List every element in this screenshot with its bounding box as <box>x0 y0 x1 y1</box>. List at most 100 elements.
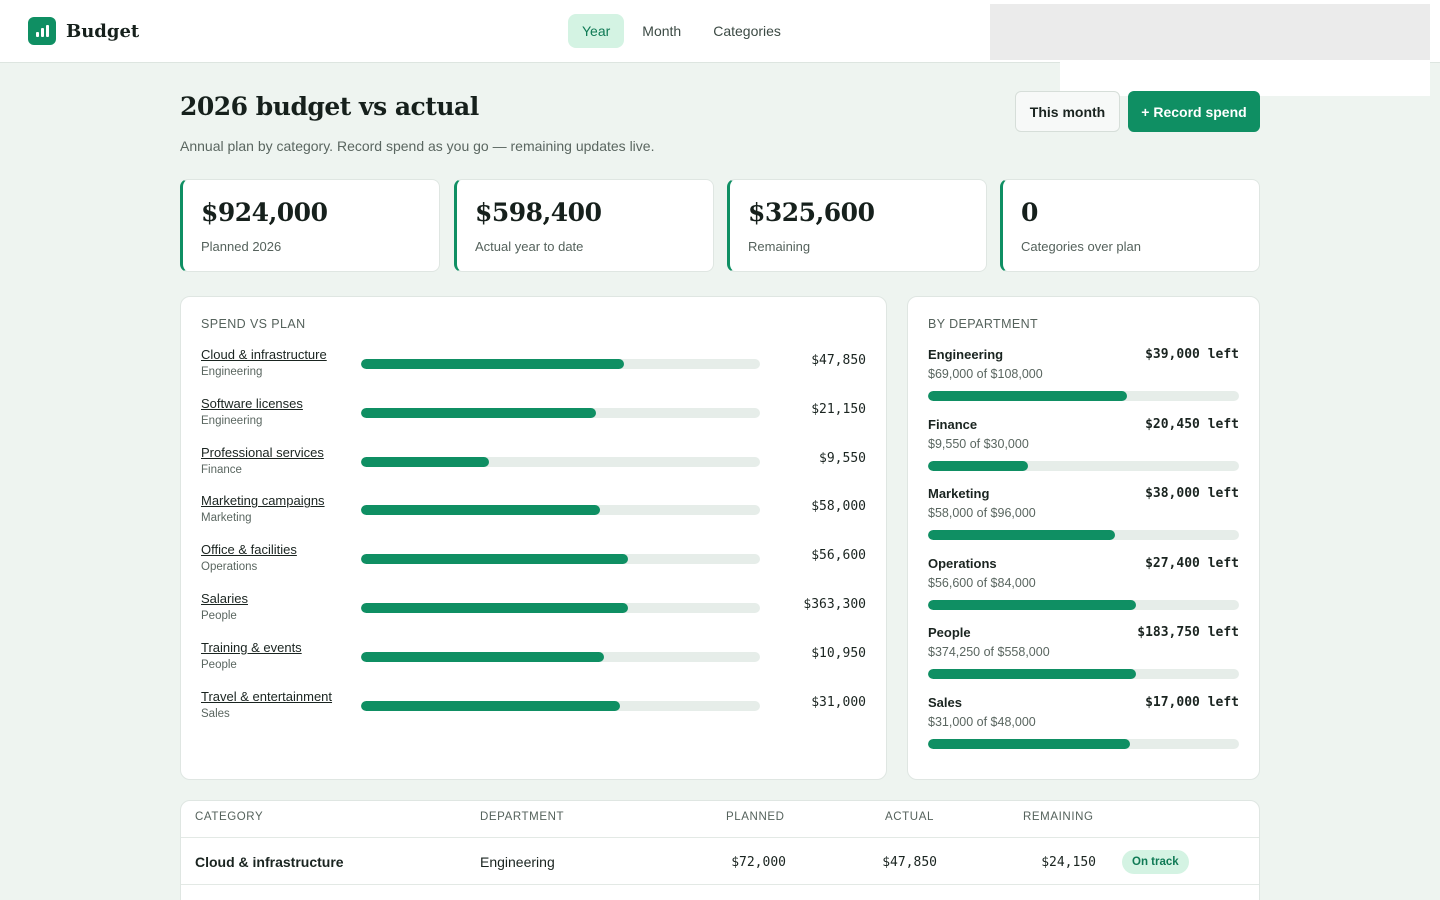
spend-bar-fill <box>361 505 601 516</box>
column-header-category[interactable]: CATEGORY <box>195 811 264 823</box>
department-row: Engineering $39,000 left $69,000 of $108,0… <box>928 347 1239 407</box>
kpi-label: Remaining <box>748 239 811 254</box>
spend-department: Engineering <box>201 414 263 427</box>
this-month-button[interactable]: This month <box>1015 91 1120 132</box>
spend-row: Marketing campaigns Marketing $58,000 <box>201 493 866 533</box>
department-name: Operations <box>928 555 997 571</box>
cell-actual: $47,850 <box>882 855 937 870</box>
kpi-label: Planned 2026 <box>201 239 282 254</box>
spend-amount: $56,600 <box>811 548 866 564</box>
spend-bar-track <box>361 407 760 418</box>
budget-table: CATEGORY DEPARTMENT PLANNED ACTUAL REMAI… <box>180 800 1260 900</box>
spend-category-link[interactable]: Travel & entertainment <box>201 688 333 704</box>
department-remaining: $27,400 left <box>1145 555 1239 571</box>
cell-planned: $72,000 <box>731 855 786 870</box>
column-header-remaining[interactable]: REMAINING <box>1023 811 1094 823</box>
department-bar-fill <box>928 391 1128 401</box>
department-row: People $183,750 left $374,250 of $558,000 <box>928 625 1239 685</box>
bar-chart-icon <box>28 17 56 45</box>
spend-department: People <box>201 610 237 622</box>
spend-category-link[interactable]: Marketing campaigns <box>201 493 325 509</box>
record-spend-button[interactable]: + Record spend <box>1128 91 1260 132</box>
department-bar-fill <box>928 530 1115 541</box>
spend-department: People <box>201 658 237 671</box>
spend-bar-track <box>361 554 760 565</box>
column-header-actual[interactable]: ACTUAL <box>885 811 934 823</box>
spend-category-link[interactable]: Cloud & infrastructure <box>201 347 327 362</box>
department-bar-fill <box>928 669 1137 680</box>
brand[interactable]: Budget <box>28 17 139 45</box>
spend-category-link[interactable]: Training & events <box>201 639 302 655</box>
department-row: Sales $17,000 left $31,000 of $48,000 <box>928 695 1239 755</box>
kpi-remaining: $325,600 Remaining <box>727 179 987 272</box>
table-row[interactable]: Cloud & infrastructure Engineering $72,000… <box>181 838 1259 885</box>
spend-bar-fill <box>361 651 605 662</box>
panel-title: BY DEPARTMENT <box>928 317 1039 331</box>
spend-row: Travel & entertainment Sales $31,000 <box>201 689 866 729</box>
spend-amount: $363,300 <box>803 597 866 612</box>
department-name: People <box>928 625 971 641</box>
department-bar-fill <box>928 739 1131 749</box>
cell-category: Cloud & infrastructure <box>195 854 344 870</box>
department-remaining: $39,000 left <box>1145 347 1239 362</box>
spend-row: Salaries People $363,300 <box>201 591 866 631</box>
department-remaining: $183,750 left <box>1137 625 1239 641</box>
department-row: Marketing $38,000 left $58,000 of $96,000 <box>928 486 1239 546</box>
department-bar-fill <box>928 460 1028 471</box>
department-bar-track <box>928 599 1239 610</box>
department-bar-track <box>928 739 1239 749</box>
spend-amount: $21,150 <box>811 401 866 417</box>
column-header-planned[interactable]: PLANNED <box>726 811 785 823</box>
spend-row: Training & events People $10,950 <box>201 640 866 680</box>
department-progress-text: $56,600 of $84,000 <box>928 575 1036 590</box>
table-header-divider <box>181 837 1259 838</box>
kpi-actual: $598,400 Actual year to date <box>454 179 714 272</box>
spend-row: Professional services Finance $9,550 <box>201 445 866 485</box>
spend-category-link[interactable]: Software licenses <box>201 395 303 411</box>
department-bar-track <box>928 669 1239 680</box>
department-progress-text: $374,250 of $558,000 <box>928 645 1050 660</box>
spend-category-link[interactable]: Professional services <box>201 444 324 460</box>
spend-row: Office & facilities Operations $56,600 <box>201 542 866 582</box>
brand-name: Budget <box>66 20 140 42</box>
spend-bar-track <box>361 456 760 467</box>
spend-vs-plan-panel: SPEND VS PLAN Cloud & infrastructure Engi… <box>180 296 887 780</box>
spend-amount: $9,550 <box>819 450 866 466</box>
spend-bar-track <box>361 603 760 613</box>
spend-bar-track <box>361 359 760 369</box>
tab-month[interactable]: Month <box>642 23 682 39</box>
spend-row: Cloud & infrastructure Engineering $47,850 <box>201 347 866 387</box>
spend-amount: $10,950 <box>811 645 866 661</box>
spend-category-link[interactable]: Office & facilities <box>201 542 297 558</box>
department-row: Finance $20,450 left $9,550 of $30,000 <box>928 417 1239 477</box>
department-progress-text: $58,000 of $96,000 <box>928 506 1036 521</box>
department-remaining: $38,000 left <box>1145 486 1239 502</box>
spend-amount: $31,000 <box>811 694 866 710</box>
spend-bar-track <box>361 700 760 711</box>
spend-bar-fill <box>361 456 489 467</box>
spend-department: Marketing <box>201 512 252 525</box>
by-department-panel: BY DEPARTMENT Engineering $39,000 left $69… <box>907 296 1260 780</box>
department-progress-text: $9,550 of $30,000 <box>928 436 1029 451</box>
page-title: 2026 budget vs actual <box>180 92 479 121</box>
spend-bar-track <box>361 505 760 516</box>
spend-bar-fill <box>361 554 629 565</box>
cell-remaining: $24,150 <box>1041 855 1096 870</box>
department-name: Marketing <box>928 486 990 502</box>
department-name: Engineering <box>928 347 1004 362</box>
tab-categories[interactable]: Categories <box>713 23 781 39</box>
department-bar-track <box>928 460 1239 471</box>
page-subtitle: Annual plan by category. Record spend as… <box>180 138 655 154</box>
department-progress-text: $69,000 of $108,000 <box>928 367 1043 381</box>
spend-bar-fill <box>361 359 625 369</box>
panel-title: SPEND VS PLAN <box>201 317 306 331</box>
spend-category-link[interactable]: Salaries <box>201 591 248 606</box>
kpi-value: $325,600 <box>748 198 875 227</box>
column-header-department[interactable]: DEPARTMENT <box>480 811 565 823</box>
banner-placeholder-strip <box>1060 60 1430 96</box>
department-row: Operations $27,400 left $56,600 of $84,000 <box>928 556 1239 616</box>
spend-department: Sales <box>201 707 230 720</box>
department-bar-track <box>928 530 1239 541</box>
department-name: Finance <box>928 416 978 432</box>
tab-year[interactable]: Year <box>568 14 625 48</box>
